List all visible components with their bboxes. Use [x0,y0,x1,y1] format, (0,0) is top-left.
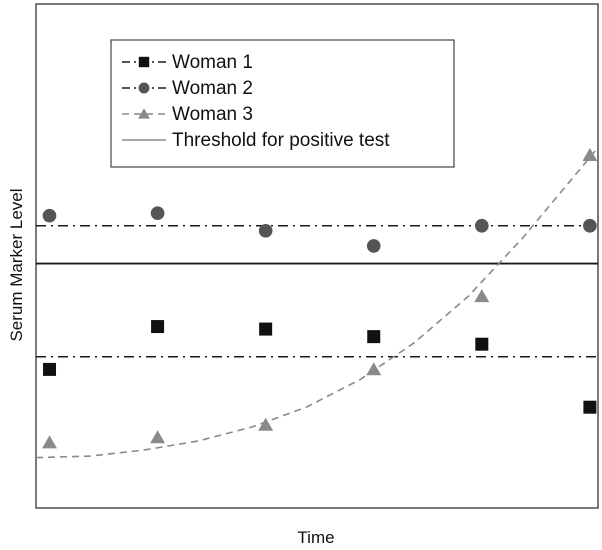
legend-entry-woman-2: Woman 2 [172,78,253,99]
legend-entry-woman-1: Woman 1 [172,52,253,73]
x-axis-label: Time [297,528,334,547]
trend-curve-series-3 [35,147,599,459]
data-point-series-1-3 [259,322,273,336]
legend-marker-series-1 [138,56,150,68]
data-point-series-2-1 [42,208,57,223]
trend-lines [35,147,599,459]
data-point-series-3-1 [42,435,57,449]
legend-marker-series-3 [138,108,150,119]
data-point-series-1-2 [151,320,165,334]
legend-samples [122,56,166,141]
data-point-series-3-6 [582,148,598,162]
legend-marker-series-2 [138,82,150,94]
data-point-series-2-3 [258,223,273,238]
data-point-series-3-5 [474,289,490,303]
plot-area [35,3,599,509]
data-markers [42,148,598,449]
data-point-series-2-6 [583,218,597,233]
data-point-series-2-4 [366,239,381,253]
data-point-series-3-2 [150,430,166,444]
legend-entry-woman-3: Woman 3 [172,104,253,125]
legend-entry-threshold: Threshold for positive test [172,130,390,151]
reference-lines [36,225,598,358]
data-point-series-1-5 [475,337,489,351]
plot-frame [35,3,599,509]
data-point-series-1-1 [43,362,57,376]
data-point-series-2-2 [150,206,165,220]
data-point-series-1-4 [367,330,381,344]
legend-box [110,39,455,168]
data-point-series-3-4 [366,362,382,376]
legend: Woman 1 Woman 2 Woman 3 Threshold for po… [110,39,455,168]
y-axis-label: Serum Marker Level [7,188,26,341]
data-point-series-2-5 [474,218,489,233]
data-point-series-1-6 [583,400,597,414]
data-point-series-3-3 [258,417,274,431]
